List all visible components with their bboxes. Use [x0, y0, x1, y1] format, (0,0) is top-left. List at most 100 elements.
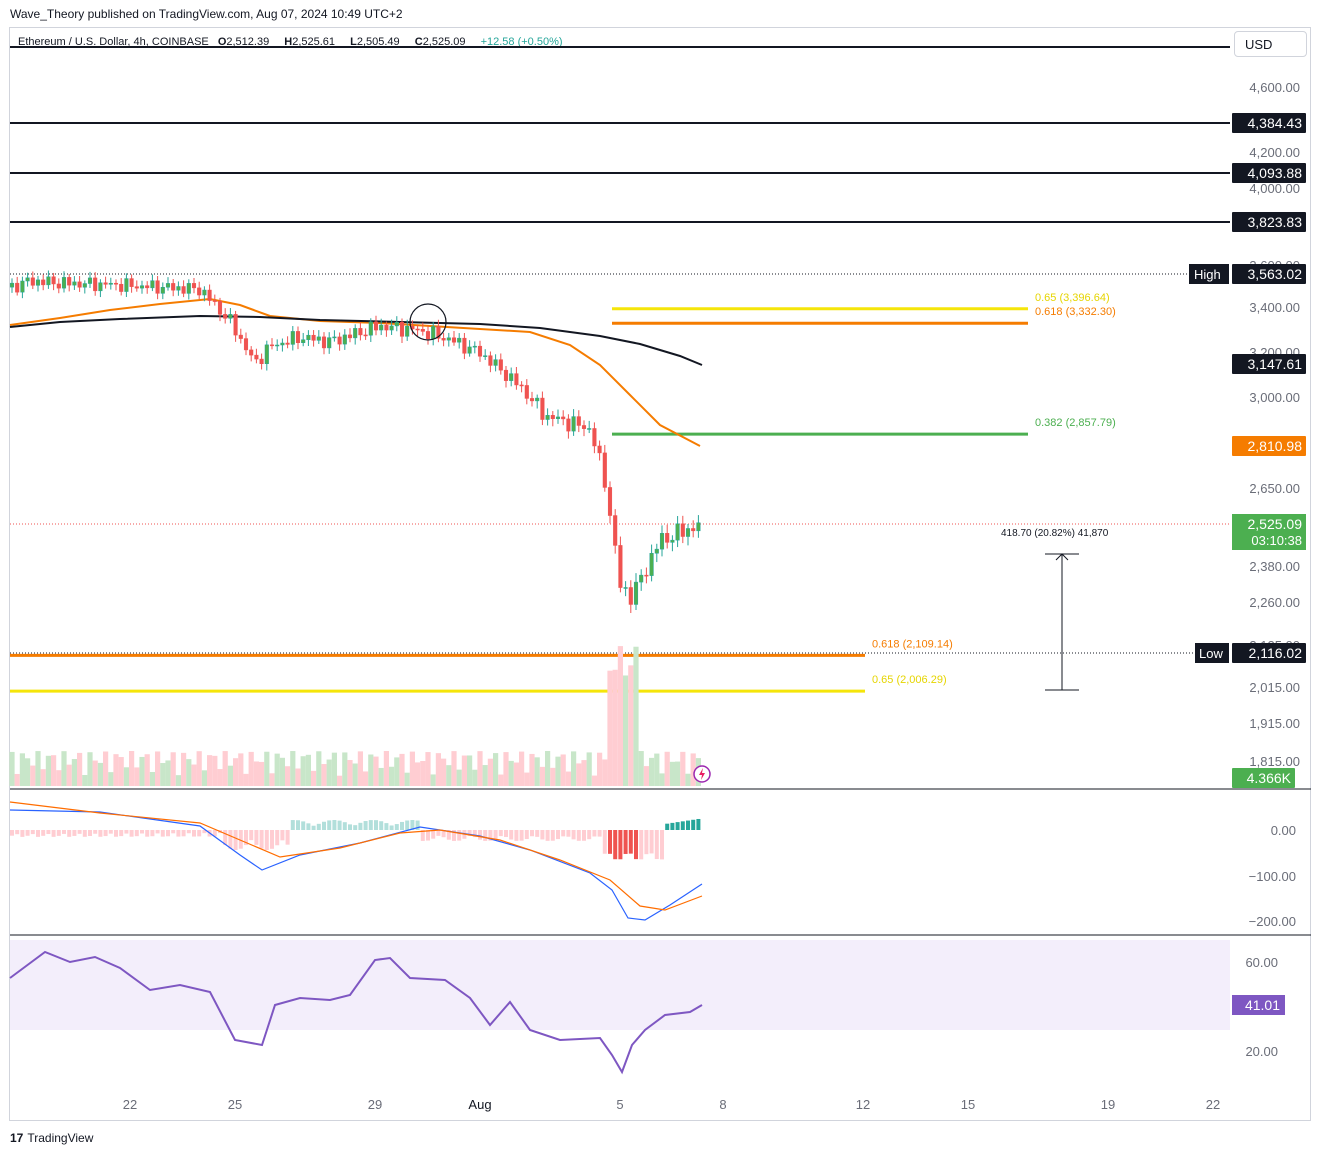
candle-body[interactable]	[342, 334, 347, 345]
candle-body[interactable]	[25, 277, 30, 282]
candle-body[interactable]	[659, 533, 665, 550]
candle-body[interactable]	[67, 277, 72, 286]
candle-body[interactable]	[696, 522, 701, 532]
candle-body[interactable]	[514, 373, 519, 386]
candle-body[interactable]	[436, 326, 441, 339]
currency-button[interactable]: USD	[1234, 31, 1307, 57]
symbol-name[interactable]: Ethereum / U.S. Dollar, 4h, COINBASE	[18, 36, 209, 48]
candle-body[interactable]	[623, 587, 628, 589]
candle-body[interactable]	[665, 533, 670, 543]
candle-body[interactable]	[571, 416, 576, 432]
candle-body[interactable]	[535, 397, 540, 402]
candle-body[interactable]	[280, 342, 285, 346]
ema-orange-line[interactable]	[9, 297, 701, 447]
candle-body[interactable]	[15, 282, 20, 293]
candle-body[interactable]	[186, 283, 191, 294]
ema-black-line[interactable]	[9, 314, 703, 366]
candle-body[interactable]	[368, 321, 373, 336]
candle-body[interactable]	[87, 277, 93, 284]
candle-body[interactable]	[602, 452, 607, 488]
candle-body[interactable]	[509, 373, 514, 381]
candle-body[interactable]	[519, 384, 524, 387]
candle-body[interactable]	[493, 359, 498, 366]
candle-body[interactable]	[202, 289, 207, 296]
candle-body[interactable]	[462, 337, 467, 354]
candle-body[interactable]	[217, 300, 223, 315]
candle-body[interactable]	[613, 515, 618, 546]
candle-body[interactable]	[129, 278, 134, 287]
candle-body[interactable]	[243, 338, 249, 351]
candle-body[interactable]	[93, 277, 98, 292]
candle-body[interactable]	[639, 574, 644, 583]
candle-body[interactable]	[566, 418, 571, 432]
candle-body[interactable]	[576, 416, 581, 426]
candle-body[interactable]	[555, 416, 561, 419]
candle-body[interactable]	[223, 314, 228, 319]
candle-body[interactable]	[405, 325, 410, 337]
candle-body[interactable]	[254, 354, 259, 360]
candle-body[interactable]	[691, 528, 696, 532]
candle-body[interactable]	[685, 528, 691, 537]
candle-body[interactable]	[56, 283, 61, 289]
candle-body[interactable]	[311, 334, 316, 341]
candle-body[interactable]	[451, 337, 457, 343]
candle-body[interactable]	[290, 331, 295, 345]
candle-body[interactable]	[431, 326, 436, 340]
candle-body[interactable]	[316, 336, 321, 341]
candle-body[interactable]	[41, 279, 46, 286]
candle-body[interactable]	[654, 548, 659, 554]
candle-body[interactable]	[103, 282, 108, 285]
candle-body[interactable]	[134, 286, 139, 289]
candle-body[interactable]	[306, 334, 311, 340]
signal-line[interactable]	[9, 801, 703, 911]
candle-body[interactable]	[467, 346, 472, 354]
candle-body[interactable]	[285, 342, 290, 345]
candle-body[interactable]	[35, 279, 41, 286]
candle-body[interactable]	[425, 331, 431, 340]
candle-body[interactable]	[212, 300, 217, 302]
candle-body[interactable]	[649, 553, 654, 576]
candle-body[interactable]	[46, 276, 51, 286]
candle-body[interactable]	[165, 283, 171, 288]
candle-body[interactable]	[670, 539, 675, 543]
candle-body[interactable]	[124, 278, 129, 292]
candle-body[interactable]	[347, 334, 353, 339]
candle-body[interactable]	[337, 336, 342, 345]
candle-body[interactable]	[160, 287, 165, 294]
candle-body[interactable]	[269, 344, 275, 347]
candle-body[interactable]	[181, 286, 186, 294]
candle-body[interactable]	[607, 487, 613, 516]
candle-body[interactable]	[628, 587, 633, 605]
candle-body[interactable]	[503, 369, 509, 381]
candle-body[interactable]	[264, 344, 269, 364]
candle-body[interactable]	[145, 285, 150, 289]
candle-body[interactable]	[587, 428, 592, 430]
candle-body[interactable]	[457, 337, 462, 343]
candle-body[interactable]	[259, 358, 264, 364]
candle-body[interactable]	[150, 280, 155, 289]
candle-body[interactable]	[550, 415, 555, 419]
candle-body[interactable]	[675, 523, 680, 541]
candle-body[interactable]	[498, 359, 503, 371]
candle-body[interactable]	[545, 415, 550, 420]
candle-body[interactable]	[139, 285, 145, 289]
candle-body[interactable]	[597, 445, 602, 454]
candle-body[interactable]	[327, 337, 332, 349]
candle-body[interactable]	[191, 283, 197, 289]
candle-body[interactable]	[228, 314, 233, 319]
candle-body[interactable]	[363, 334, 368, 337]
candle-body[interactable]	[529, 398, 535, 402]
candle-body[interactable]	[51, 276, 56, 285]
candle-body[interactable]	[446, 337, 451, 341]
candle-body[interactable]	[275, 344, 280, 347]
candle-body[interactable]	[77, 281, 82, 288]
candle-body[interactable]	[592, 428, 597, 447]
candle-body[interactable]	[540, 397, 545, 420]
candle-body[interactable]	[295, 331, 301, 343]
rsi-line[interactable]	[9, 950, 703, 1075]
candle-body[interactable]	[483, 355, 488, 357]
candle-body[interactable]	[171, 283, 176, 291]
candle-body[interactable]	[155, 280, 160, 294]
candle-body[interactable]	[301, 339, 306, 343]
